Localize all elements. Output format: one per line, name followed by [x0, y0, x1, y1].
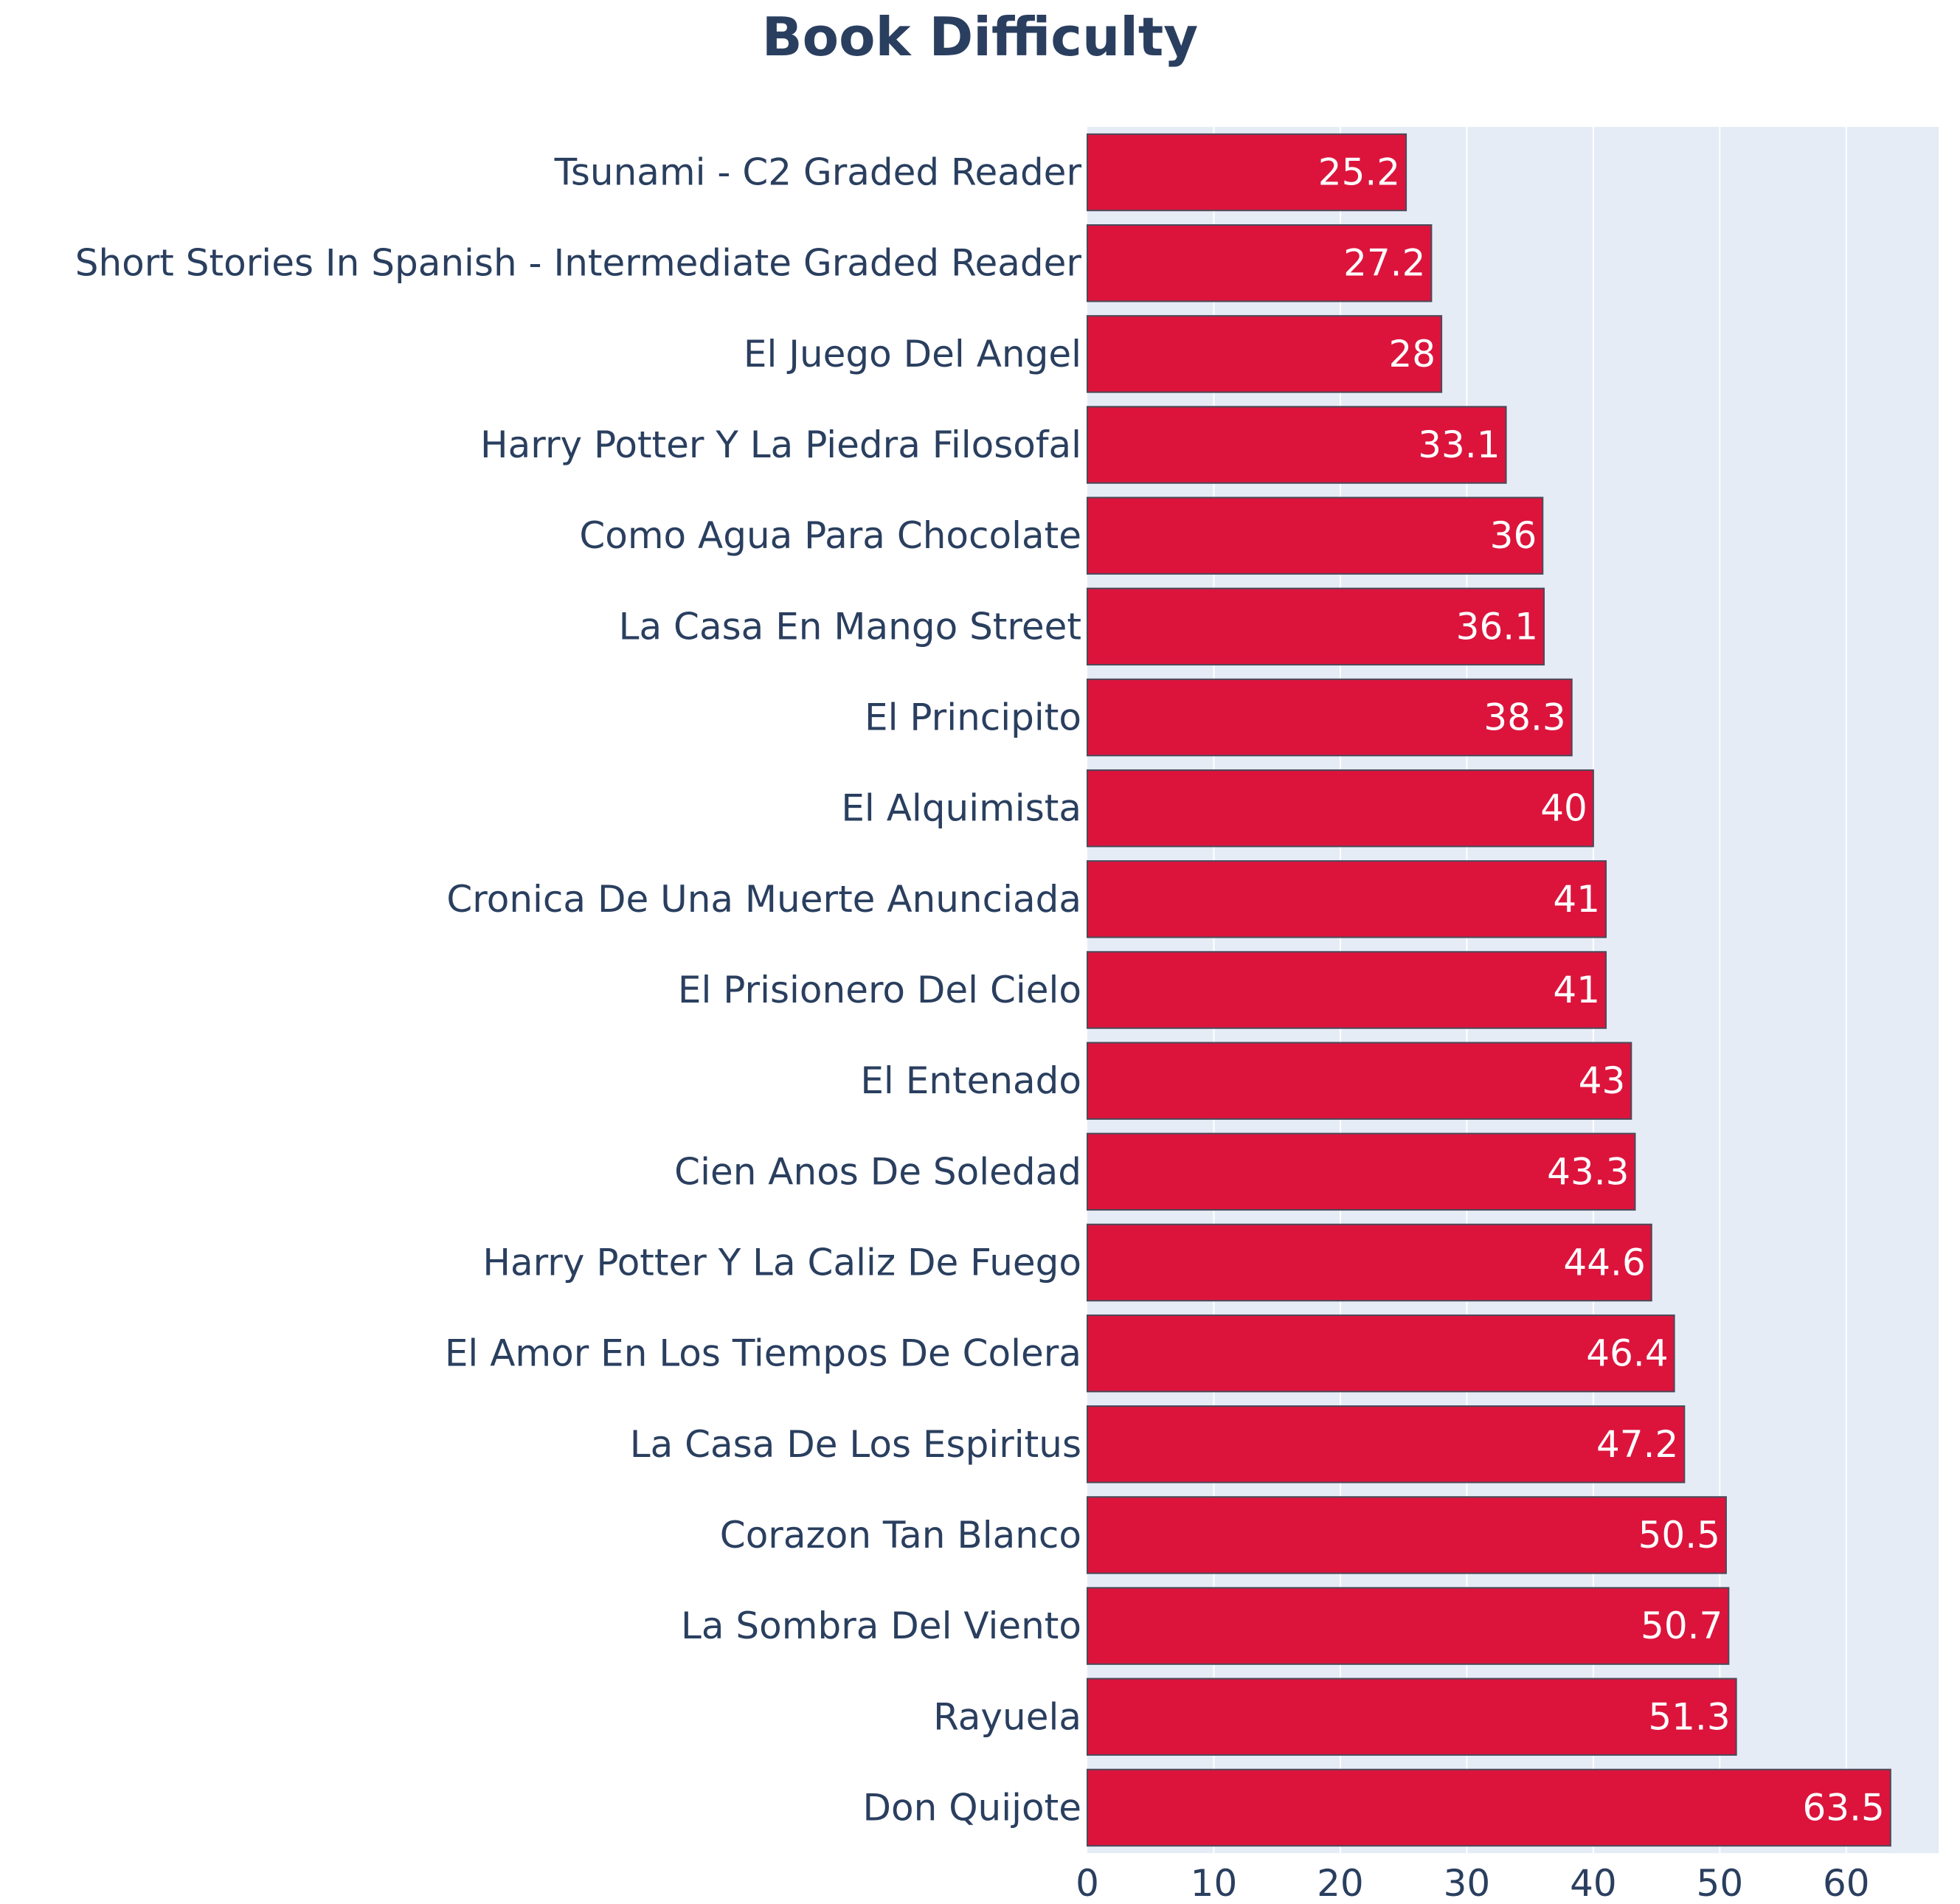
y-tick-label: Don Quijote — [863, 1786, 1081, 1829]
x-tick-label: 40 — [1570, 1862, 1617, 1904]
bar-value-label: 46.4 — [1586, 1332, 1668, 1375]
bar-value-label: 41 — [1553, 878, 1600, 921]
bar-value-label: 27.2 — [1343, 242, 1425, 285]
bar — [1087, 1223, 1652, 1302]
y-tick-label: Harry Potter Y La Caliz De Fuego — [482, 1241, 1081, 1284]
bar-value-label: 63.5 — [1803, 1786, 1885, 1829]
bar — [1087, 133, 1407, 212]
bar-value-label: 33.1 — [1418, 423, 1500, 466]
bar-value-label: 25.2 — [1318, 151, 1400, 194]
y-tick-label: El Prisionero Del Cielo — [678, 969, 1081, 1011]
bar-value-label: 43.3 — [1547, 1150, 1629, 1193]
x-tick-label: 20 — [1317, 1862, 1364, 1904]
y-tick-label: Rayuela — [933, 1695, 1081, 1738]
y-tick-label: El Principito — [865, 696, 1081, 739]
y-tick-label: El Amor En Los Tiempos De Colera — [445, 1332, 1081, 1375]
y-tick-label: Short Stories In Spanish - Intermediate … — [75, 242, 1082, 285]
bar-value-label: 40 — [1540, 787, 1587, 830]
y-tick-label: Harry Potter Y La Piedra Filosofal — [480, 423, 1081, 466]
x-tick-label: 30 — [1444, 1862, 1491, 1904]
bar — [1087, 1678, 1737, 1756]
y-tick-label: Cronica De Una Muerte Anunciada — [446, 878, 1081, 921]
bar-value-label: 44.6 — [1563, 1241, 1645, 1284]
x-tick-label: 0 — [1076, 1862, 1099, 1904]
bar — [1087, 1496, 1727, 1574]
x-tick-label: 10 — [1191, 1862, 1238, 1904]
y-tick-label: Como Agua Para Chocolate — [579, 514, 1081, 557]
bar — [1087, 1405, 1686, 1484]
bar — [1087, 315, 1443, 393]
bar — [1087, 678, 1573, 757]
bar-value-label: 38.3 — [1483, 696, 1565, 739]
bar — [1087, 587, 1545, 666]
bar-value-label: 51.3 — [1648, 1695, 1730, 1738]
bar — [1087, 496, 1544, 575]
y-tick-label: El Juego Del Angel — [744, 333, 1081, 375]
bar-value-label: 41 — [1553, 969, 1600, 1011]
bar-value-label: 36 — [1490, 514, 1537, 557]
bar — [1087, 860, 1607, 938]
bar-value-label: 28 — [1388, 333, 1436, 375]
bar — [1087, 1768, 1891, 1847]
x-tick-label: 50 — [1697, 1862, 1744, 1904]
y-tick-label: Tsunami - C2 Graded Reader — [554, 151, 1082, 194]
y-tick-label: La Casa En Mango Street — [619, 605, 1081, 648]
bar — [1087, 1132, 1636, 1211]
y-tick-label: La Casa De Los Espiritus — [630, 1423, 1081, 1466]
bar — [1087, 1042, 1632, 1120]
bar — [1087, 1587, 1730, 1665]
y-tick-label: Cien Anos De Soledad — [674, 1150, 1081, 1193]
bar — [1087, 1314, 1675, 1393]
bar-value-label: 50.5 — [1638, 1514, 1720, 1557]
y-tick-label: El Entenado — [860, 1059, 1081, 1102]
bar-value-label: 36.1 — [1456, 605, 1538, 648]
bar-value-label: 43 — [1579, 1059, 1626, 1102]
bar — [1087, 224, 1433, 302]
bar — [1087, 769, 1594, 848]
bar-value-label: 50.7 — [1641, 1604, 1722, 1647]
y-tick-label: La Sombra Del Viento — [681, 1604, 1081, 1647]
chart-title: Book Difficulty — [761, 6, 1199, 68]
y-tick-label: Corazon Tan Blanco — [720, 1514, 1081, 1557]
bar — [1087, 951, 1607, 1029]
bar-value-label: 47.2 — [1596, 1423, 1678, 1466]
x-tick-label: 60 — [1823, 1862, 1870, 1904]
y-tick-label: El Alquimista — [841, 787, 1081, 830]
bar — [1087, 406, 1507, 484]
